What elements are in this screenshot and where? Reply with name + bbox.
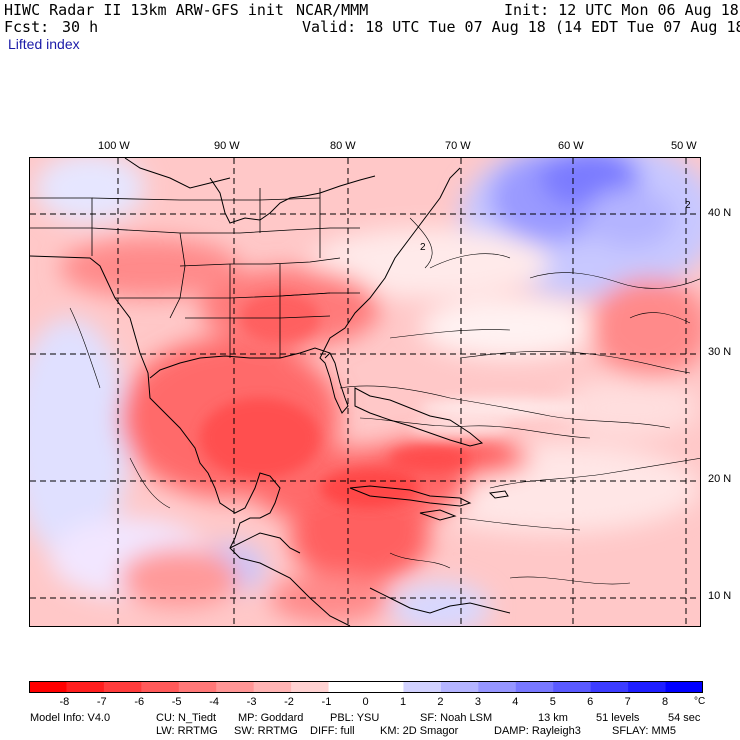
lon-label-50w: 50 W [671,140,697,152]
lon-label-70w: 70 W [445,140,471,152]
info-pbl: PBL: YSU [330,712,380,724]
colorbar-swatch [328,681,367,693]
model-title: HIWC Radar II 13km ARW-GFS init [4,1,284,19]
colorbar-swatch [515,681,554,693]
colorbar-swatch [141,681,180,693]
lon-label-60w: 60 W [558,140,584,152]
colorbar-swatch [253,681,292,693]
info-sflay: SFLAY: MM5 [612,725,676,737]
lat-label-30n: 30 N [708,346,732,358]
forecast-label: Fcst: [4,18,50,36]
colorbar-swatch [665,681,703,693]
lat-label-40n: 40 N [708,207,732,219]
contour-label-2: 2 [685,200,691,211]
colorbar-swatch [103,681,142,693]
colorbar-swatch [29,681,67,693]
colorbar-tick-label: -8 [59,696,70,708]
colorbar-swatch [366,681,404,693]
colorbar-swatch [216,681,255,693]
info-sf: SF: Noah LSM [420,712,493,724]
colorbar-tick-label: -3 [246,696,257,708]
colorbar-tick-label: -2 [284,696,294,708]
colorbar-swatch [628,681,667,693]
contour-label: 2 [420,242,426,253]
colorbar-tick-label: -4 [209,696,219,708]
colorbar-tick-label: 3 [474,696,481,708]
colorbar-tick-label: 6 [587,696,594,708]
info-timestep: 54 sec [668,712,701,724]
colorbar-swatch [403,681,442,693]
field-name: Lifted index [8,36,80,52]
lat-lon-grid [30,158,700,626]
colorbar-swatch [478,681,517,693]
coastlines [30,158,511,626]
info-sw: SW: RRTMG [234,725,298,737]
info-mp: MP: Goddard [238,712,304,724]
init-time: Init: 12 UTC Mon 06 Aug 18 [504,1,739,19]
colorbar [29,681,703,693]
colorbar-swatch [178,681,217,693]
info-km: KM: 2D Smagor [380,725,459,737]
info-levels: 51 levels [596,712,640,724]
forecast-hour: 30 h [62,18,99,36]
colorbar-tick-label: -7 [96,696,107,708]
lat-label-10n: 10 N [708,590,732,602]
info-lw: LW: RRTMG [156,725,218,737]
info-model: Model Info: V4.0 [30,712,111,724]
colorbar-tick-label: -5 [171,696,182,708]
lon-label-90w: 90 W [214,140,240,152]
info-damp: DAMP: Rayleigh3 [494,725,581,737]
map-canvas: 2 2 [30,158,700,626]
valid-time: Valid: 18 UTC Tue 07 Aug 18 (14 EDT Tue … [302,18,740,36]
lat-label-20n: 20 N [708,473,732,485]
colorbar-tick-label: 1 [399,696,407,708]
colorbar-tick-label: 0 [362,696,369,708]
colorbar-tick-label: 7 [624,696,631,708]
colorbar-tick-label: -1 [321,696,332,708]
colorbar-tick-label: -6 [134,696,145,708]
colorbar-tick-label: 4 [512,696,519,708]
colorbar-swatch [291,681,330,693]
info-cu: CU: N_Tiedt [156,712,217,724]
lon-label-100w: 100 W [98,140,130,152]
colorbar-swatch [440,681,479,693]
info-resolution: 13 km [538,712,568,724]
colorbar-tick-label: 8 [662,696,669,708]
colorbar-unit: °C [694,696,706,707]
lifted-index-map: 2 2 [29,157,701,627]
model-source: NCAR/MMM [296,1,369,19]
state-borders [30,188,360,358]
contour-lines [69,217,700,585]
colorbar-swatch [553,681,592,693]
field-shading [30,158,700,626]
colorbar-tick-label: 2 [437,696,444,708]
colorbar-swatch [590,681,629,693]
colorbar-tick-label: 5 [549,696,556,708]
info-diff: DIFF: full [310,725,355,737]
lon-label-80w: 80 W [330,140,356,152]
colorbar-border [29,681,703,693]
colorbar-swatch [66,681,105,693]
